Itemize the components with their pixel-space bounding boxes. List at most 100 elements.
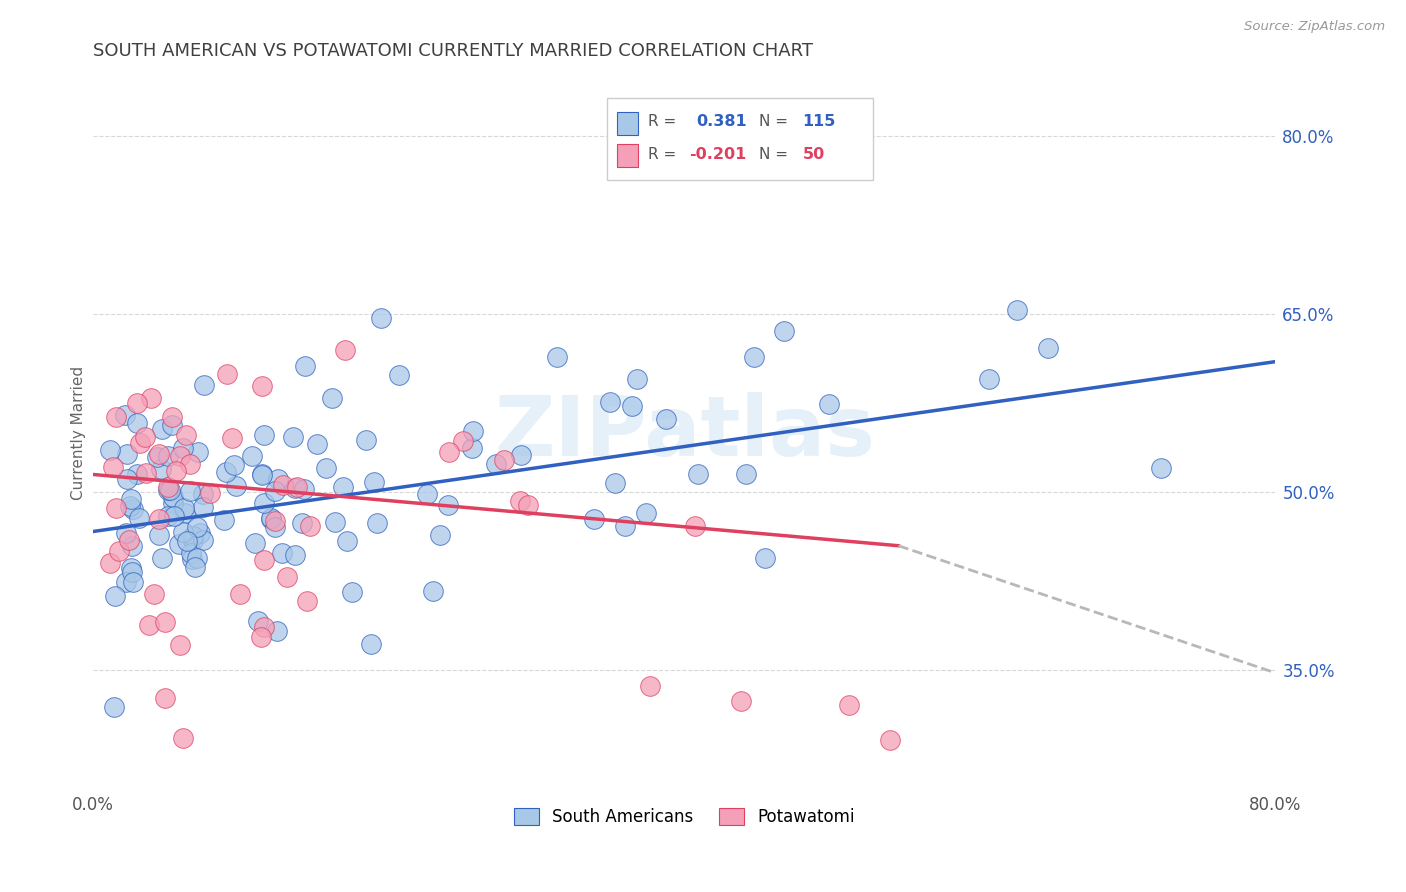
Point [297,593,319,607]
Text: ZIPatlas: ZIPatlas [494,392,875,474]
Point [292,482,315,496]
Text: 50: 50 [803,147,825,162]
Point [150,462,173,476]
Point [153,615,176,630]
Point [159,483,181,498]
Point [225,479,247,493]
Point [180,546,202,560]
Point [191,500,214,514]
Point [148,447,170,461]
Text: R =: R = [648,147,681,162]
Point [250,379,273,393]
Point [416,487,439,501]
Point [135,466,157,480]
Point [463,424,485,438]
Point [264,514,287,528]
Point [188,525,211,540]
Point [437,498,460,512]
Point [360,637,382,651]
Point [152,551,174,566]
Point [439,445,461,459]
Point [354,433,377,447]
Point [191,533,214,547]
Point [284,548,307,562]
Point [172,524,194,539]
Point [977,372,1000,386]
Point [284,481,307,495]
Point [264,520,287,534]
Point [240,449,263,463]
Point [451,434,474,448]
Text: SOUTH AMERICAN VS POTAWATOMI CURRENTLY MARRIED CORRELATION CHART: SOUTH AMERICAN VS POTAWATOMI CURRENTLY M… [93,42,813,60]
Point [120,499,142,513]
Point [153,690,176,705]
Point [636,506,658,520]
Point [332,480,354,494]
Point [176,534,198,549]
Point [104,501,127,516]
Point [186,519,208,533]
Point [422,584,444,599]
Point [298,519,321,533]
Point [172,441,194,455]
Point [115,447,138,461]
Bar [617,112,638,135]
Point [200,485,222,500]
Point [134,430,156,444]
Point [321,391,343,405]
Point [115,525,138,540]
Point [215,465,238,479]
Point [138,617,160,632]
Point [173,507,195,521]
Point [429,527,451,541]
Point [98,442,121,457]
Text: R =: R = [648,114,681,129]
Point [1005,302,1028,317]
Point [104,409,127,424]
Point [181,552,204,566]
Point [271,478,294,492]
Point [101,460,124,475]
Point [104,589,127,603]
Point [125,396,148,410]
Point [603,476,626,491]
Point [260,511,283,525]
Point [156,480,179,494]
Text: 0.381: 0.381 [696,114,747,129]
Point [157,483,180,497]
Point [291,516,314,530]
Point [163,509,186,524]
Point [1150,460,1173,475]
Point [599,395,621,409]
Point [125,467,148,481]
Point [485,457,508,471]
Point [509,493,531,508]
Point [772,324,794,338]
Point [510,448,533,462]
Point [120,492,142,507]
Point [212,513,235,527]
Point [145,450,167,465]
Point [281,430,304,444]
FancyBboxPatch shape [607,98,873,180]
Point [253,427,276,442]
Point [285,480,308,494]
Bar [617,144,638,167]
Point [370,311,392,326]
Point [294,359,316,374]
Point [263,484,285,499]
Point [685,519,707,533]
Point [276,570,298,584]
Point [221,432,243,446]
Point [139,392,162,406]
Point [253,620,276,634]
Point [818,397,841,411]
Point [250,630,273,644]
Point [172,731,194,745]
Point [366,516,388,530]
Point [186,551,208,566]
Point [614,519,637,533]
Point [640,679,662,693]
Point [253,553,276,567]
Point [305,437,328,451]
